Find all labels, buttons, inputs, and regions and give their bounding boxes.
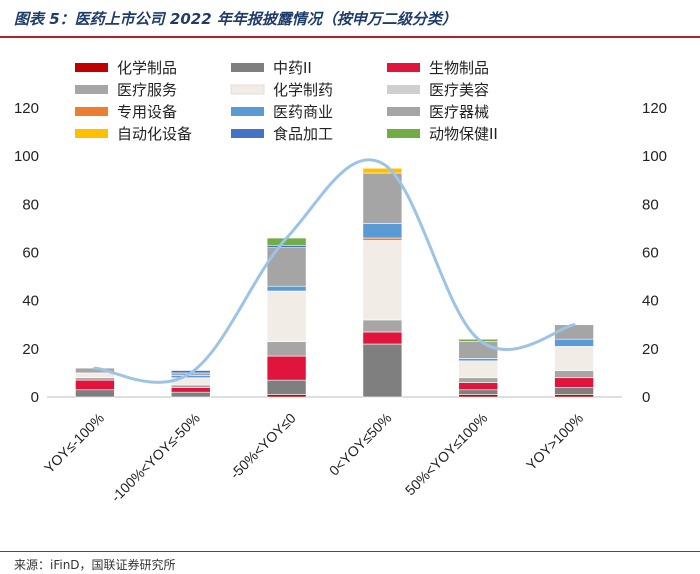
legend-label: 医疗器械 xyxy=(429,103,489,121)
bar-segment xyxy=(362,172,403,224)
legend-swatch xyxy=(231,63,264,72)
bar-segment xyxy=(362,343,403,398)
legend-label: 专用设备 xyxy=(117,103,177,121)
bar-segment xyxy=(554,394,594,398)
bar-segment xyxy=(554,370,594,379)
page-title: 图表 5：医药上市公司 2022 年年报披露情况（按申万二级分类） xyxy=(14,10,457,28)
y-tick-label-left: 80 xyxy=(22,196,39,213)
legend-label: 自动化设备 xyxy=(117,125,192,143)
bar-segment xyxy=(362,331,403,345)
bar-segment xyxy=(458,382,499,391)
legend-label: 生物制品 xyxy=(429,59,489,77)
bar-segment xyxy=(554,338,594,347)
bar-segment xyxy=(75,389,115,398)
bar-segment xyxy=(362,237,403,241)
legend-swatch xyxy=(75,85,108,94)
x-tick-label: -100%<YOY≤-50% xyxy=(108,410,203,505)
legend-label: 化学制药 xyxy=(273,81,333,99)
bar-segment xyxy=(266,285,307,292)
bar-segment xyxy=(266,355,307,381)
y-tick-label-right: 60 xyxy=(642,245,659,262)
legend-label: 医药商业 xyxy=(273,103,333,121)
y-tick-label-right: 120 xyxy=(642,100,667,117)
legend-swatch xyxy=(387,107,420,116)
bar-segment xyxy=(554,387,594,395)
bar-segment xyxy=(554,324,594,340)
y-tick-label-left: 20 xyxy=(22,341,39,358)
y-tick-label-left: 60 xyxy=(22,245,39,262)
bar-segment xyxy=(266,394,307,398)
bar-segment xyxy=(170,387,211,393)
x-tick-label: 50%<YOY≤100% xyxy=(402,410,491,499)
y-tick-label-left: 100 xyxy=(14,148,39,165)
bar-segment xyxy=(458,360,499,379)
legend-swatch xyxy=(230,84,265,95)
title-divider xyxy=(0,36,700,38)
bar-segment xyxy=(554,346,594,371)
x-tick-label: 0<YOY≤50% xyxy=(326,410,395,479)
legend-swatch xyxy=(231,129,264,138)
y-tick-label-right: 100 xyxy=(642,148,667,165)
bar-segment xyxy=(170,391,211,398)
bar-segment xyxy=(458,358,499,362)
bar-segment xyxy=(458,341,499,359)
legend-label: 中药II xyxy=(273,59,312,77)
y-tick-label-right: 80 xyxy=(642,196,659,213)
total-line xyxy=(93,158,576,384)
bar-segment xyxy=(458,377,499,383)
bar-segment xyxy=(362,240,403,321)
legend-swatch xyxy=(75,107,108,116)
legend-swatch xyxy=(387,85,420,94)
bar-segment xyxy=(458,389,499,395)
bar-segment xyxy=(75,372,115,379)
bar-segment xyxy=(75,379,115,391)
y-tick-label-right: 20 xyxy=(642,341,659,358)
bar-segment xyxy=(266,244,307,248)
legend-label: 化学制品 xyxy=(117,59,177,77)
bar-segment xyxy=(170,384,211,388)
x-tick-label: YOY≤-100% xyxy=(41,410,107,476)
legend-swatch xyxy=(75,129,108,138)
legend-label: 医疗美容 xyxy=(429,81,489,99)
title-bar: 图表 5：医药上市公司 2022 年年报披露情况（按申万二级分类） xyxy=(0,0,700,38)
bar-segment xyxy=(362,167,403,174)
y-tick-label-right: 40 xyxy=(642,293,659,310)
bar-segment xyxy=(266,341,307,357)
legend-swatch xyxy=(387,129,420,138)
bar-segment xyxy=(554,377,594,388)
x-tick-label: YOY>100% xyxy=(523,410,586,473)
bar-segment xyxy=(75,377,115,381)
legend-swatch xyxy=(231,107,264,116)
bar-segment xyxy=(170,375,211,379)
y-tick-label-left: 120 xyxy=(14,100,39,117)
legend-label: 动物保健II xyxy=(429,125,498,143)
source-divider xyxy=(0,551,700,552)
y-tick-label-right: 0 xyxy=(642,389,650,406)
legend-swatch xyxy=(75,63,108,72)
legend-swatch xyxy=(387,63,420,72)
legend-label: 食品加工 xyxy=(273,125,333,143)
bar-segment xyxy=(458,394,499,398)
legend-label: 医疗服务 xyxy=(117,81,177,99)
bar-segment xyxy=(362,223,403,239)
bar-segment xyxy=(362,319,403,333)
bar-segment xyxy=(266,290,307,342)
source-note: 来源：iFinD，国联证券研究所 xyxy=(14,558,176,572)
y-tick-label-left: 0 xyxy=(31,389,39,406)
bar-segment xyxy=(266,379,307,395)
y-tick-label-left: 40 xyxy=(22,293,39,310)
x-tick-label: -50%<YOY≤0 xyxy=(227,410,299,482)
